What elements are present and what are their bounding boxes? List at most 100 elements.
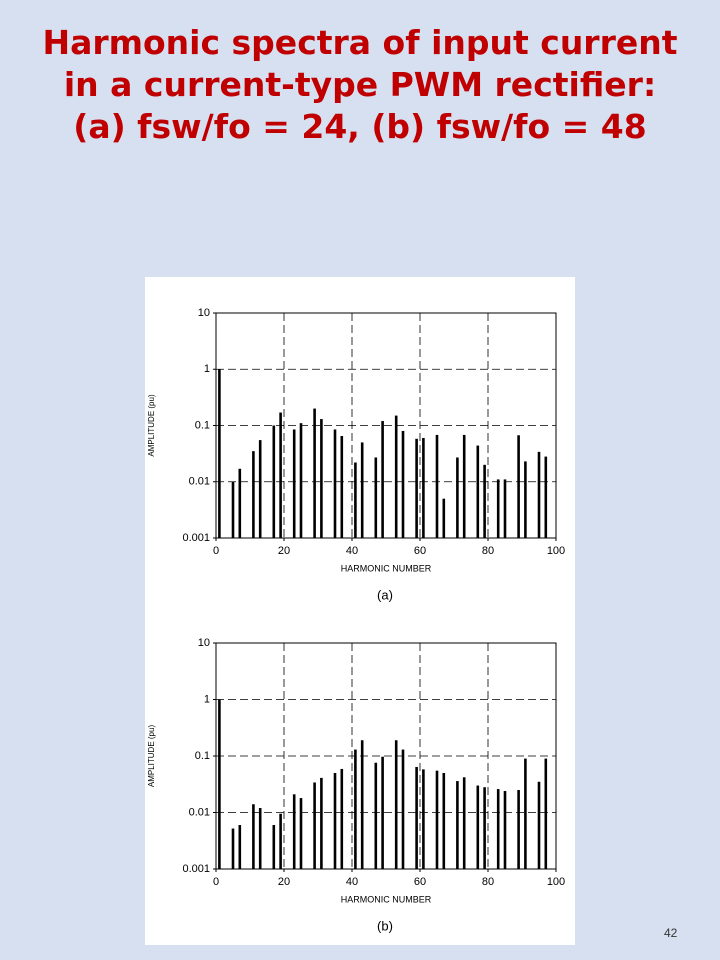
bar [354, 462, 357, 538]
y-tick-label: 0.001 [182, 532, 210, 544]
plot-frame [215, 312, 557, 539]
bar [218, 699, 221, 869]
bar [299, 798, 303, 869]
x-tick-label: 40 [346, 876, 358, 888]
bar [496, 789, 500, 869]
bar [272, 825, 276, 869]
bar [258, 440, 262, 538]
x-tick-label: 100 [547, 876, 565, 888]
slide-title: Harmonic spectra of input current in a c… [42, 23, 678, 146]
bar [524, 758, 527, 869]
y-tick-label: 0.1 [195, 419, 210, 431]
bar [381, 756, 384, 869]
bar [333, 429, 337, 538]
bar [435, 434, 439, 538]
y-axis-label: AMPLITUDE (pu) [147, 394, 156, 457]
y-tick-label: 1 [204, 693, 210, 705]
bar [537, 451, 541, 538]
bar [422, 437, 425, 538]
bar [218, 369, 221, 538]
bar [435, 770, 439, 869]
x-tick-label: 40 [346, 545, 358, 557]
x-tick-label: 100 [547, 545, 565, 557]
bar [299, 423, 303, 538]
y-tick-label: 10 [198, 307, 210, 319]
bar [340, 436, 344, 538]
chart-panel [145, 277, 575, 945]
y-tick-label: 0.01 [189, 476, 210, 488]
bar [238, 825, 242, 869]
bar [462, 434, 466, 538]
bar [394, 415, 398, 538]
bar [483, 787, 486, 869]
bar [238, 468, 242, 538]
bar [231, 828, 235, 869]
bar [354, 749, 357, 869]
bar [456, 457, 459, 538]
y-tick-label: 10 [198, 637, 210, 649]
x-axis-label: HARMONIC NUMBER [341, 563, 432, 573]
bar [524, 461, 527, 538]
bar [462, 777, 466, 869]
bar [258, 808, 262, 869]
bar [496, 479, 500, 538]
x-tick-label: 0 [213, 545, 219, 557]
chart-caption: (a) [377, 587, 393, 602]
bar [333, 773, 337, 869]
bar [313, 782, 316, 869]
bar [476, 445, 480, 538]
x-tick-label: 20 [278, 876, 290, 888]
bar [544, 758, 548, 869]
bar [517, 790, 520, 869]
bar [279, 813, 282, 869]
bar [374, 762, 378, 869]
bar [360, 442, 364, 538]
bar [476, 785, 480, 869]
bar [252, 451, 255, 538]
bar [483, 464, 486, 538]
y-tick-label: 0.001 [182, 863, 210, 875]
bar [415, 766, 418, 869]
bar [320, 777, 323, 869]
bar [360, 740, 364, 869]
bar [415, 438, 418, 538]
bar [320, 419, 323, 538]
y-tick-label: 0.01 [189, 806, 210, 818]
bar [517, 435, 520, 538]
bar [340, 768, 344, 869]
bar [456, 781, 459, 869]
y-tick-label: 1 [204, 363, 210, 375]
page-number: 42 [664, 926, 678, 940]
y-tick-label: 0.1 [195, 750, 210, 762]
x-tick-label: 0 [213, 876, 219, 888]
bar [442, 773, 446, 869]
bar [292, 429, 296, 538]
bar [252, 804, 255, 869]
bar [381, 421, 384, 538]
y-axis-label: AMPLITUDE (pu) [147, 725, 156, 788]
bar [279, 412, 282, 538]
bar [544, 456, 548, 538]
plot-frame [215, 642, 557, 870]
bar [401, 749, 405, 869]
bar [272, 425, 276, 538]
x-tick-label: 80 [482, 545, 494, 557]
bar [422, 769, 425, 869]
bar [442, 498, 446, 538]
x-tick-label: 60 [414, 545, 426, 557]
bar [537, 781, 541, 869]
bar [313, 408, 316, 538]
bar [231, 481, 235, 538]
x-axis-label: HARMONIC NUMBER [341, 894, 432, 904]
x-tick-label: 60 [414, 876, 426, 888]
bar [374, 457, 378, 538]
bar [394, 740, 398, 869]
bar [401, 430, 405, 538]
x-tick-label: 20 [278, 545, 290, 557]
chart-caption: (b) [377, 918, 393, 933]
bar [292, 794, 296, 869]
x-tick-label: 80 [482, 876, 494, 888]
bar [503, 791, 507, 869]
